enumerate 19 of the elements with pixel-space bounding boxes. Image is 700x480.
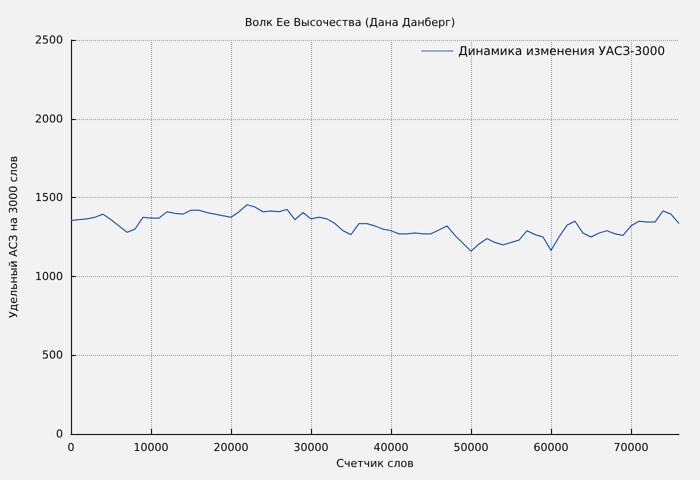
x-tick-label: 0	[68, 441, 74, 454]
x-tick-label: 60000	[534, 441, 568, 454]
legend-label: Динамика изменения УАСЗ-3000	[458, 44, 665, 58]
line-series	[70, 204, 680, 252]
y-tick-label: 2500	[35, 34, 63, 46]
y-axis-title: Удельный АСЗ на 3000 слов	[7, 156, 20, 318]
y-tick-label: 0	[56, 428, 63, 440]
chart-title: Волк Ее Высочества (Дана Данберг)	[244, 16, 456, 29]
y-tick-label: 1000	[35, 270, 63, 283]
x-tick-label: 70000	[614, 441, 648, 454]
y-tick-label: 500	[42, 348, 63, 362]
y-tick-label: 2000	[35, 112, 63, 126]
x-tick-label: 40000	[374, 441, 408, 454]
x-tick-label: 30000	[294, 441, 328, 454]
x-tick-label: 10000	[134, 441, 168, 454]
x-tick-label: 20000	[214, 441, 248, 454]
x-tick-label: 50000	[454, 441, 488, 454]
y-tick-label: 1500	[35, 191, 63, 204]
x-axis-title: Счетчик слов	[336, 456, 414, 470]
